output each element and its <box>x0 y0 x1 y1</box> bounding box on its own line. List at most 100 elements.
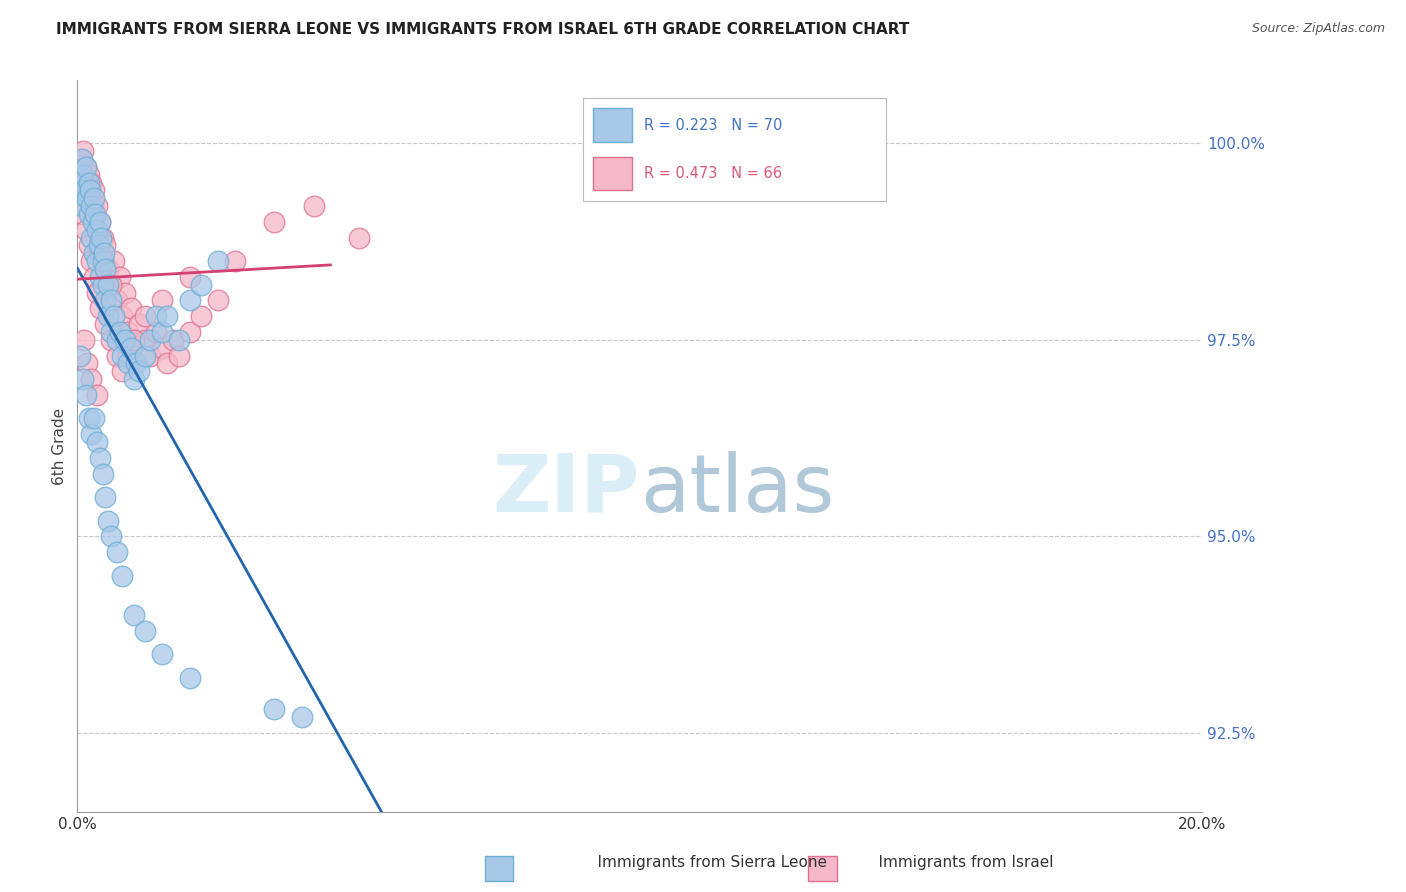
Point <box>93 246 115 260</box>
Point <box>83 246 105 260</box>
Point <box>103 310 125 324</box>
Point <box>150 648 173 662</box>
Point <box>91 467 114 481</box>
Point <box>94 262 117 277</box>
Point <box>86 285 108 300</box>
Point <box>73 183 96 197</box>
Point <box>145 310 167 324</box>
Point <box>134 333 156 347</box>
Point <box>73 333 96 347</box>
Point <box>111 349 134 363</box>
Point <box>117 356 139 370</box>
Point <box>179 325 201 339</box>
Point <box>89 269 111 284</box>
Point <box>105 349 128 363</box>
Point <box>69 349 91 363</box>
Point <box>79 183 101 197</box>
Point <box>167 333 190 347</box>
Point <box>76 183 98 197</box>
Point <box>83 183 105 197</box>
Point <box>89 301 111 316</box>
Point <box>347 230 370 244</box>
Point <box>83 269 105 284</box>
Point <box>94 293 117 308</box>
Point <box>179 293 201 308</box>
Point <box>100 333 122 347</box>
Point <box>89 450 111 465</box>
Point <box>70 152 93 166</box>
Point <box>114 333 136 347</box>
Point <box>91 230 114 244</box>
Point <box>111 568 134 582</box>
Text: Source: ZipAtlas.com: Source: ZipAtlas.com <box>1251 22 1385 36</box>
Text: Immigrants from Sierra Leone: Immigrants from Sierra Leone <box>578 855 828 870</box>
Text: ZIP: ZIP <box>492 450 640 529</box>
Point <box>128 317 150 331</box>
Point <box>90 230 112 244</box>
Point <box>134 624 156 638</box>
Point <box>90 246 112 260</box>
Point <box>84 215 107 229</box>
Point <box>73 176 96 190</box>
FancyBboxPatch shape <box>583 98 886 201</box>
Point <box>100 293 122 308</box>
Point <box>134 349 156 363</box>
Point <box>80 372 103 386</box>
Point <box>77 176 100 190</box>
Point <box>117 349 139 363</box>
Point <box>80 230 103 244</box>
Point <box>75 160 97 174</box>
Point <box>162 333 184 347</box>
Point <box>100 325 122 339</box>
Point <box>69 176 91 190</box>
Point <box>97 514 120 528</box>
Point <box>120 341 142 355</box>
Point <box>86 199 108 213</box>
Point <box>122 608 145 623</box>
Point <box>72 168 94 182</box>
Point <box>72 207 94 221</box>
Point <box>97 262 120 277</box>
Point <box>224 254 246 268</box>
Point <box>156 356 179 370</box>
Point <box>75 160 97 174</box>
Point <box>122 333 145 347</box>
Text: atlas: atlas <box>640 450 834 529</box>
Text: R = 0.473   N = 66: R = 0.473 N = 66 <box>644 166 782 181</box>
Point <box>105 293 128 308</box>
Point <box>302 199 325 213</box>
Point <box>76 356 98 370</box>
Point <box>150 325 173 339</box>
Point <box>114 285 136 300</box>
Point <box>80 176 103 190</box>
Point <box>87 230 110 244</box>
Point <box>139 349 162 363</box>
Point <box>117 325 139 339</box>
Point <box>167 349 190 363</box>
Point <box>86 223 108 237</box>
Point <box>91 254 114 268</box>
Point <box>82 199 104 213</box>
Point <box>89 215 111 229</box>
Point <box>80 199 103 213</box>
FancyBboxPatch shape <box>592 109 631 142</box>
Point <box>94 490 117 504</box>
Y-axis label: 6th Grade: 6th Grade <box>52 408 67 484</box>
Point <box>77 238 100 252</box>
Point <box>77 168 100 182</box>
Point <box>89 215 111 229</box>
Point <box>91 277 114 292</box>
Point <box>100 277 122 292</box>
Point <box>207 254 229 268</box>
Point <box>80 254 103 268</box>
Point <box>122 372 145 386</box>
Point <box>190 310 212 324</box>
Point <box>82 215 104 229</box>
Point <box>72 372 94 386</box>
Point <box>291 710 314 724</box>
Point <box>150 293 173 308</box>
Point <box>150 341 173 355</box>
Point <box>128 364 150 378</box>
Point <box>120 301 142 316</box>
Point <box>72 199 94 213</box>
